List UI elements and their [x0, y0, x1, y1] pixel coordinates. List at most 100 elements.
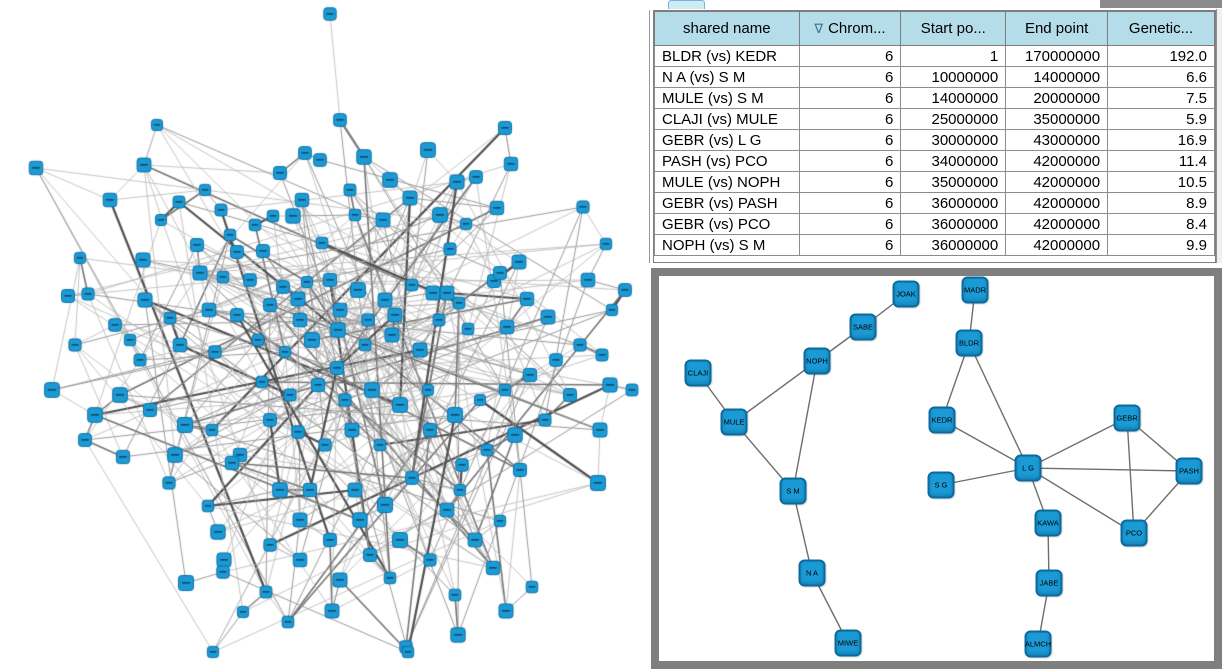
- detail-node-CLAJI[interactable]: CLAJI: [684, 359, 712, 387]
- table-cell[interactable]: 170000000: [1005, 45, 1109, 67]
- edge-L G-PCO[interactable]: [1027, 467, 1135, 534]
- detail-node-GEBR[interactable]: GEBR: [1113, 404, 1141, 432]
- column-header-chrom[interactable]: ∇ Chrom...: [798, 11, 902, 46]
- detail-node-SABE[interactable]: SABE: [849, 313, 877, 341]
- table-cell[interactable]: 42000000: [1005, 192, 1109, 214]
- table-vscrollbar-track[interactable]: [1216, 9, 1222, 263]
- table-cell[interactable]: 16.9: [1107, 129, 1215, 151]
- table-cell[interactable]: BLDR (vs) KEDR: [654, 45, 800, 67]
- detail-node-N-A[interactable]: N A: [798, 559, 826, 587]
- detail-node-PASH[interactable]: PASH: [1175, 457, 1203, 485]
- table-row[interactable]: CLAJI (vs) MULE 6 25000000 35000000 5.9: [654, 108, 1215, 130]
- detail-node-KAWA[interactable]: KAWA: [1034, 509, 1062, 537]
- table-panel-tab[interactable]: [668, 0, 705, 9]
- table-cell[interactable]: 35000000: [900, 171, 1007, 193]
- table-cell[interactable]: 6: [798, 192, 902, 214]
- detail-node-ALMCH[interactable]: ALMCH: [1024, 630, 1052, 658]
- table-row[interactable]: GEBR (vs) L G 6 30000000 43000000 16.9: [654, 129, 1215, 151]
- table-cell[interactable]: 42000000: [1005, 234, 1109, 256]
- table-row[interactable]: GEBR (vs) PCO 6 36000000 42000000 8.4: [654, 213, 1215, 235]
- column-header-genetic[interactable]: Genetic...: [1107, 11, 1215, 46]
- table-cell[interactable]: CLAJI (vs) MULE: [654, 108, 800, 130]
- table-cell[interactable]: GEBR (vs) PCO: [654, 213, 800, 235]
- table-cell[interactable]: 6: [798, 108, 902, 130]
- table-cell[interactable]: 36000000: [900, 192, 1007, 214]
- detail-node-MADR[interactable]: MADR: [961, 276, 989, 304]
- table-cell[interactable]: 7.5: [1107, 87, 1215, 109]
- table-cell[interactable]: 6: [798, 129, 902, 151]
- table-cell[interactable]: 36000000: [900, 234, 1007, 256]
- table-cell[interactable]: 9.9: [1107, 234, 1215, 256]
- table-cell[interactable]: 35000000: [1005, 108, 1109, 130]
- network-overview-canvas[interactable]: [0, 0, 651, 669]
- table-cell[interactable]: GEBR (vs) PASH: [654, 192, 800, 214]
- table-cell[interactable]: 1: [900, 45, 1007, 67]
- detail-node-S-M[interactable]: S M: [779, 477, 807, 505]
- network-detail-panel: JOAK SABE NOPH CLAJI MULE S M N A MIWE MADR BLDR K…: [651, 268, 1222, 669]
- detail-node-PCO[interactable]: PCO: [1120, 519, 1148, 547]
- table-row[interactable]: MULE (vs) NOPH 6 35000000 42000000 10.5: [654, 171, 1215, 193]
- table-cell[interactable]: 10.5: [1107, 171, 1215, 193]
- table-cell[interactable]: 14000000: [1005, 66, 1109, 88]
- table-row[interactable]: BLDR (vs) KEDR 6 1 170000000 192.0: [654, 45, 1215, 67]
- table-row[interactable]: GEBR (vs) PASH 6 36000000 42000000 8.9: [654, 192, 1215, 214]
- table-row[interactable]: N A (vs) S M 6 10000000 14000000 6.6: [654, 66, 1215, 88]
- table-cell[interactable]: 5.9: [1107, 108, 1215, 130]
- table-cell[interactable]: 42000000: [1005, 213, 1109, 235]
- table-cell[interactable]: 42000000: [1005, 150, 1109, 172]
- detail-node-MIWE[interactable]: MIWE: [834, 629, 862, 657]
- table-cell[interactable]: 6.6: [1107, 66, 1215, 88]
- table-cell[interactable]: 8.9: [1107, 192, 1215, 214]
- column-header-startpo[interactable]: Start po...: [900, 11, 1007, 46]
- table-cell[interactable]: 20000000: [1005, 87, 1109, 109]
- table-cell[interactable]: 6: [798, 45, 902, 67]
- edge-L G-PASH[interactable]: [1027, 467, 1190, 472]
- table-cell[interactable]: 14000000: [900, 87, 1007, 109]
- edge-NOPH-MULE[interactable]: [733, 360, 818, 423]
- table-cell[interactable]: PASH (vs) PCO: [654, 150, 800, 172]
- edge-NOPH-S M[interactable]: [792, 360, 818, 492]
- table-cell[interactable]: 36000000: [900, 213, 1007, 235]
- table-cell[interactable]: 6: [798, 234, 902, 256]
- edge-L G-GEBR[interactable]: [1027, 417, 1128, 469]
- column-header-sharedname[interactable]: shared name: [654, 11, 800, 46]
- table-row[interactable]: MULE (vs) S M 6 14000000 20000000 7.5: [654, 87, 1215, 109]
- detail-node-NOPH[interactable]: NOPH: [803, 347, 831, 375]
- table-cell[interactable]: 34000000: [900, 150, 1007, 172]
- table-cell[interactable]: 43000000: [1005, 129, 1109, 151]
- table-cell[interactable]: 25000000: [900, 108, 1007, 130]
- detail-node-S-G[interactable]: S G: [927, 471, 955, 499]
- table-cell[interactable]: 6: [798, 171, 902, 193]
- detail-node-JABE[interactable]: JABE: [1035, 569, 1063, 597]
- detail-node-BLDR[interactable]: BLDR: [955, 329, 983, 357]
- edge-BLDR-L G[interactable]: [968, 342, 1029, 469]
- edge-KEDR-L G[interactable]: [941, 419, 1029, 469]
- table-cell[interactable]: N A (vs) S M: [654, 66, 800, 88]
- table-cell[interactable]: 10000000: [900, 66, 1007, 88]
- detail-node-MULE[interactable]: MULE: [720, 408, 748, 436]
- table-cell[interactable]: GEBR (vs) L G: [654, 129, 800, 151]
- table-cell[interactable]: 11.4: [1107, 150, 1215, 172]
- table-cell[interactable]: 30000000: [900, 129, 1007, 151]
- table-cell[interactable]: 6: [798, 66, 902, 88]
- column-header-endpoint[interactable]: End point: [1005, 11, 1109, 46]
- table-row[interactable]: NOPH (vs) S M 6 36000000 42000000 9.9: [654, 234, 1215, 256]
- detail-node-JOAK[interactable]: JOAK: [892, 280, 920, 308]
- table-cell[interactable]: 42000000: [1005, 171, 1109, 193]
- table-row[interactable]: PASH (vs) PCO 6 34000000 42000000 11.4: [654, 150, 1215, 172]
- edge-GEBR-PCO[interactable]: [1126, 417, 1135, 534]
- detail-node-KEDR[interactable]: KEDR: [928, 406, 956, 434]
- table-cell[interactable]: NOPH (vs) S M: [654, 234, 800, 256]
- edge-S G-L G[interactable]: [940, 467, 1029, 486]
- table-cell[interactable]: 6: [798, 87, 902, 109]
- table-top-scrollbar[interactable]: [1100, 0, 1222, 8]
- table-cell[interactable]: 192.0: [1107, 45, 1215, 67]
- table-cell[interactable]: 6: [798, 150, 902, 172]
- filter-icon[interactable]: ∇: [814, 21, 824, 36]
- edge-S M-N A[interactable]: [792, 490, 813, 574]
- table-cell[interactable]: MULE (vs) NOPH: [654, 171, 800, 193]
- table-cell[interactable]: 6: [798, 213, 902, 235]
- detail-node-L-G[interactable]: L G: [1014, 454, 1042, 482]
- table-cell[interactable]: 8.4: [1107, 213, 1215, 235]
- table-cell[interactable]: MULE (vs) S M: [654, 87, 800, 109]
